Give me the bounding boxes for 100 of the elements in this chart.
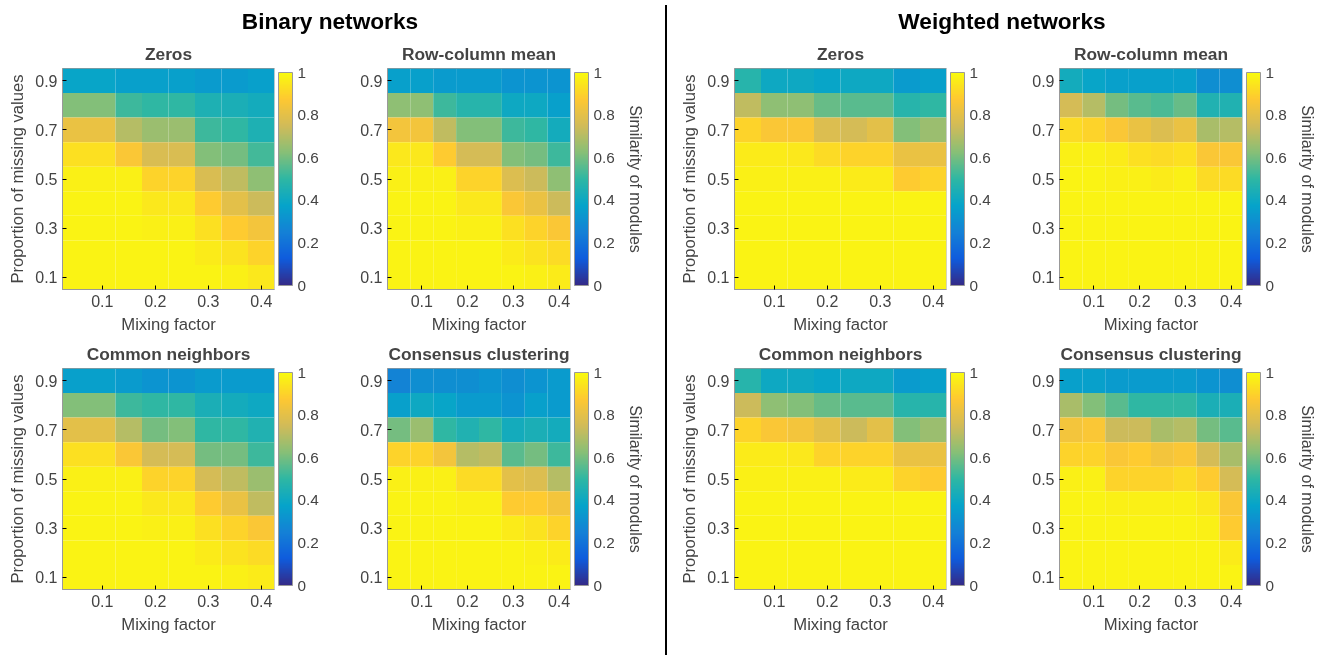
color-bar-label: 0 [593, 576, 603, 594]
y-tick-label: 0.9 [707, 72, 730, 90]
x-tick-label: 0.4 [1219, 292, 1243, 310]
text: Weighted networks [898, 7, 1106, 36]
x-tick-label: 0.3 [869, 292, 892, 310]
color-bar-label: 0 [1265, 276, 1275, 294]
x-axis-title: Mixing factor [431, 314, 527, 334]
y-tick-label: 0.5 [707, 171, 730, 188]
y-tick-label: 0.5 [35, 171, 58, 188]
chart-title: Zeros [144, 43, 193, 64]
y-tick-label: 0.5 [1032, 171, 1055, 188]
x-tick-label: 0.3 [869, 592, 892, 610]
color-bar-label: 0.6 [593, 148, 615, 166]
x-tick-label: 0.1 [410, 292, 434, 310]
color-bar-label: 0.8 [1265, 406, 1287, 424]
x-tick-label: 0.2 [144, 592, 167, 610]
color-bar-label: 0.4 [1265, 491, 1288, 509]
x-tick-label: 0.3 [1174, 292, 1197, 310]
x-axis-title: Mixing factor [1103, 614, 1199, 634]
color-bar-label: 1 [1265, 63, 1275, 81]
chart-title: Zeros [816, 43, 865, 64]
y-tick-label: 0.9 [360, 372, 383, 390]
y-tick-label: 0.3 [35, 520, 58, 538]
x-tick-label: 0.4 [1219, 592, 1243, 610]
color-bar-label: 0.6 [593, 448, 615, 466]
color-bar-label: 0 [1265, 576, 1275, 594]
color-bar-title: Similarity of modules [1298, 405, 1316, 553]
x-tick-label: 0.4 [547, 592, 571, 610]
x-tick-label: 0.1 [763, 592, 786, 610]
y-tick-label: 0.5 [360, 171, 383, 188]
y-tick-label: 0.1 [1032, 569, 1055, 587]
x-tick-label: 0.1 [91, 292, 114, 310]
y-tick-label: 0.1 [360, 269, 383, 287]
x-tick-label: 0.2 [456, 292, 479, 310]
color-bar-title: Similarity of modules [1298, 105, 1316, 253]
y-tick-label: 0.3 [1032, 220, 1055, 238]
color-bar-label: 0 [297, 576, 307, 594]
color-bar-label: 0.4 [297, 191, 320, 209]
text: Binary networks [241, 7, 419, 36]
color-bar-label: 0.2 [593, 233, 615, 251]
color-bar-label: 0.6 [1265, 148, 1287, 166]
color-bar-label: 0.6 [297, 448, 319, 466]
color-bar-label: 0.2 [1265, 233, 1287, 251]
y-tick-label: 0.9 [35, 72, 58, 90]
color-bar-label: 0.4 [1265, 191, 1288, 209]
color-bar-label: 0.8 [593, 106, 615, 124]
x-axis-title: Mixing factor [121, 314, 217, 334]
y-tick-label: 0.3 [360, 520, 383, 538]
color-bar-label: 0.6 [969, 148, 991, 166]
x-axis-title: Mixing factor [431, 614, 527, 634]
x-tick-label: 0.2 [1128, 592, 1151, 610]
chart-title: Consensus clustering [388, 343, 570, 364]
color-bar-label: 1 [297, 363, 307, 381]
color-bar-label: 0 [969, 276, 979, 294]
color-bar-label: 0.6 [969, 448, 991, 466]
y-tick-label: 0.5 [360, 471, 383, 488]
y-tick-label: 0.7 [1032, 421, 1055, 439]
y-tick-label: 0.5 [1032, 471, 1055, 488]
x-tick-label: 0.4 [547, 292, 571, 310]
y-tick-label: 0.3 [360, 220, 383, 238]
y-tick-label: 0.3 [707, 220, 730, 238]
x-tick-label: 0.1 [91, 592, 114, 610]
x-tick-label: 0.2 [1128, 292, 1151, 310]
x-axis-title: Mixing factor [121, 614, 217, 634]
chart-title: Row-column mean [401, 43, 557, 64]
y-tick-label: 0.9 [1032, 72, 1055, 90]
x-tick-label: 0.3 [502, 592, 525, 610]
color-bar-label: 1 [1265, 363, 1275, 381]
color-bar-label: 0.6 [297, 148, 319, 166]
chart-title: Common neighbors [86, 343, 251, 364]
color-bar-title: Similarity of modules [626, 105, 644, 253]
x-tick-label: 0.1 [1082, 592, 1106, 610]
y-tick-label: 0.7 [707, 421, 730, 439]
color-bar-label: 1 [593, 63, 603, 81]
color-bar-label: 0.8 [969, 106, 991, 124]
color-bar-label: 0.8 [969, 406, 991, 424]
color-bar-label: 0.8 [297, 406, 319, 424]
color-bar-label: 0.8 [593, 406, 615, 424]
x-tick-label: 0.2 [456, 592, 479, 610]
x-axis-title: Mixing factor [793, 614, 889, 634]
color-bar-label: 0.2 [297, 233, 319, 251]
x-tick-label: 0.1 [410, 592, 434, 610]
x-tick-label: 0.4 [250, 292, 273, 310]
y-tick-label: 0.1 [707, 269, 730, 287]
color-bar-label: 1 [969, 363, 979, 381]
y-axis-title: Proportion of missing values [680, 374, 700, 584]
x-tick-label: 0.2 [816, 592, 839, 610]
x-tick-label: 0.1 [1082, 292, 1106, 310]
y-axis-title: Proportion of missing values [8, 374, 28, 584]
y-tick-label: 0.7 [1032, 121, 1055, 139]
y-tick-label: 0.5 [35, 471, 58, 488]
y-tick-label: 0.1 [360, 569, 383, 587]
chart-title: Common neighbors [758, 343, 923, 364]
y-tick-label: 0.7 [360, 421, 383, 439]
color-bar-label: 1 [593, 363, 603, 381]
x-tick-label: 0.2 [816, 292, 839, 310]
color-bar-label: 0.2 [969, 233, 991, 251]
x-tick-label: 0.4 [250, 592, 273, 610]
color-bar-label: 0.8 [297, 106, 319, 124]
y-tick-label: 0.3 [707, 520, 730, 538]
